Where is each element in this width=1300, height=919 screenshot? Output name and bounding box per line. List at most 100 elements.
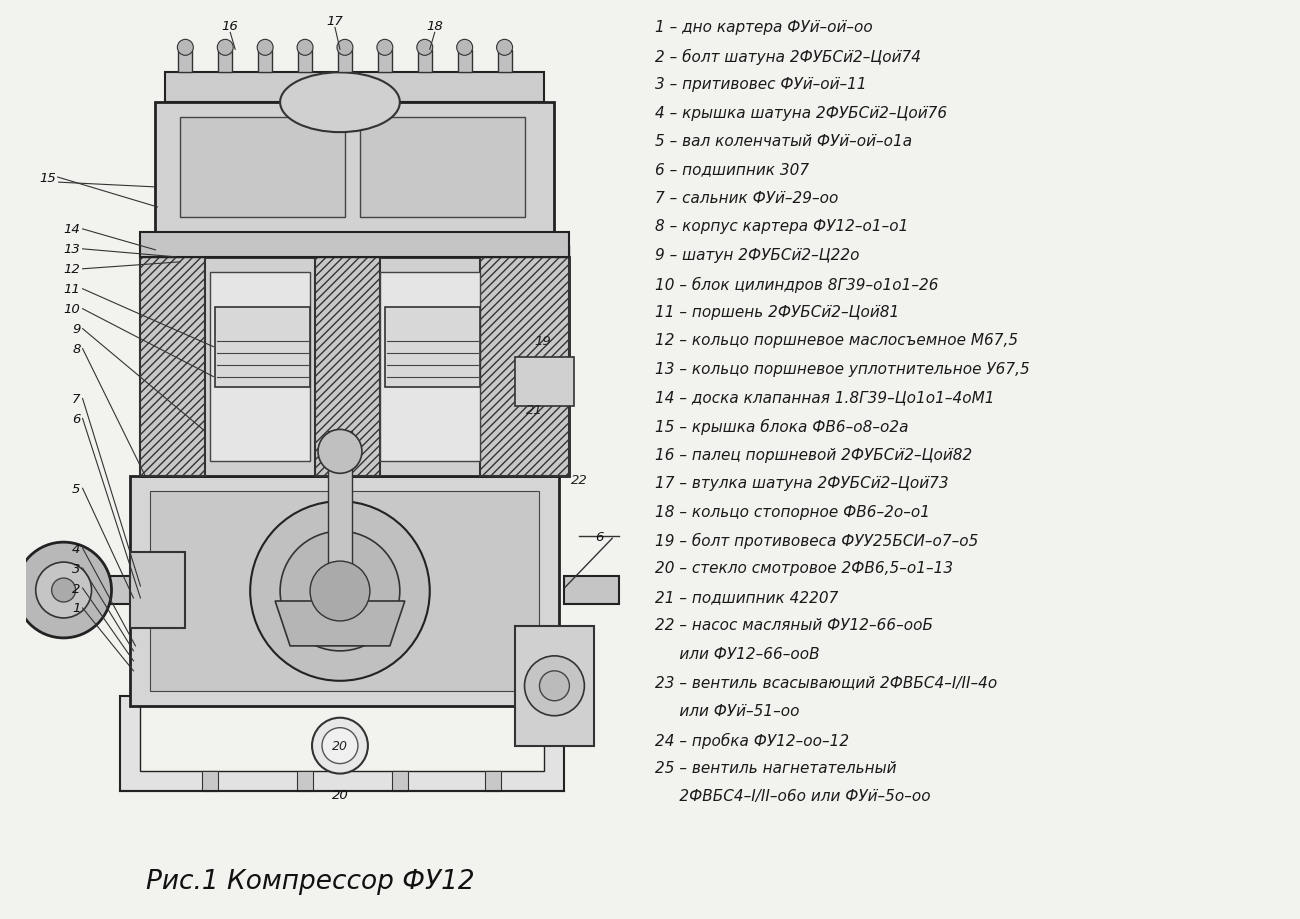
Circle shape <box>16 542 112 638</box>
Circle shape <box>377 40 393 56</box>
Circle shape <box>322 728 358 764</box>
Text: 8: 8 <box>73 343 81 356</box>
Text: 10 – блок цилиндров 8Г39–о1о1–26: 10 – блок цилиндров 8Г39–о1о1–26 <box>655 277 939 292</box>
Bar <box>151 492 540 691</box>
Bar <box>515 357 575 407</box>
Bar <box>140 245 569 257</box>
Ellipse shape <box>280 74 400 133</box>
Bar <box>360 118 524 218</box>
Circle shape <box>257 40 273 56</box>
Bar <box>480 257 569 477</box>
Bar <box>156 103 554 233</box>
Circle shape <box>280 531 400 652</box>
Text: 22 – насос масляный ФУ12–66–ооБ: 22 – насос масляный ФУ12–66–ооБ <box>655 618 933 633</box>
Bar <box>417 51 432 74</box>
Text: 12 – кольцо поршневое маслосъемное М67,5: 12 – кольцо поршневое маслосъемное М67,5 <box>655 333 1018 348</box>
Circle shape <box>456 40 473 56</box>
Bar <box>218 51 233 74</box>
Text: 15: 15 <box>39 171 56 185</box>
Bar <box>165 74 545 103</box>
Text: 4 – крышка шатуна 2ФУБСӥ2–Цоӥ76: 4 – крышка шатуна 2ФУБСӥ2–Цоӥ76 <box>655 106 948 120</box>
Bar <box>485 771 500 790</box>
Circle shape <box>312 718 368 774</box>
Text: 6: 6 <box>73 413 81 425</box>
Bar <box>134 557 181 624</box>
Bar <box>378 51 391 74</box>
Bar <box>181 118 344 218</box>
Circle shape <box>337 40 352 56</box>
Bar <box>121 696 564 790</box>
Text: 12: 12 <box>64 263 81 276</box>
Bar <box>515 626 594 746</box>
Bar <box>216 307 309 387</box>
Text: 4: 4 <box>73 542 81 555</box>
Bar <box>130 552 186 629</box>
Text: 15 – крышка блока ФВ6–о8–о2а: 15 – крышка блока ФВ6–о8–о2а <box>655 418 909 435</box>
Text: 14 – доска клапанная 1.8Г39–Цо1о1–4оМ1: 14 – доска клапанная 1.8Г39–Цо1о1–4оМ1 <box>655 390 994 405</box>
Text: 1: 1 <box>73 602 81 615</box>
Circle shape <box>318 430 361 474</box>
Bar <box>338 51 352 74</box>
Text: 5 – вал коленчатый ФУӥ–оӥ–о1а: 5 – вал коленчатый ФУӥ–оӥ–о1а <box>655 134 913 149</box>
Circle shape <box>52 578 75 602</box>
Bar <box>298 771 313 790</box>
Bar <box>130 477 559 706</box>
Bar <box>178 51 192 74</box>
Bar <box>498 51 511 74</box>
Text: 22: 22 <box>571 474 588 487</box>
Circle shape <box>250 502 430 681</box>
Text: 1 – дно картера ФУӥ–оӥ–оо: 1 – дно картера ФУӥ–оӥ–оо <box>655 20 872 35</box>
Text: 3 – притивовес ФУӥ–оӥ–11: 3 – притивовес ФУӥ–оӥ–11 <box>655 77 867 92</box>
Polygon shape <box>276 601 404 646</box>
Bar <box>564 576 619 605</box>
Text: 9: 9 <box>73 323 81 335</box>
Text: 21: 21 <box>526 404 543 417</box>
Text: 9 – шатун 2ФУБСӥ2–Ц22о: 9 – шатун 2ФУБСӥ2–Ц22о <box>655 248 859 263</box>
Text: 2 – болт шатуна 2ФУБСӥ2–Цоӥ74: 2 – болт шатуна 2ФУБСӥ2–Цоӥ74 <box>655 49 920 64</box>
Text: 20 – стекло смотровое 2ФВ6,5–о1–13: 20 – стекло смотровое 2ФВ6,5–о1–13 <box>655 561 953 576</box>
Bar <box>328 432 352 591</box>
Text: 16: 16 <box>222 20 239 33</box>
Text: 8 – корпус картера ФУ12–о1–о1: 8 – корпус картера ФУ12–о1–о1 <box>655 220 909 234</box>
Bar <box>315 257 380 477</box>
Text: 7: 7 <box>73 392 81 405</box>
Circle shape <box>524 656 585 716</box>
Bar <box>458 51 472 74</box>
Bar <box>385 307 480 387</box>
Text: 21 – подшипник 42207: 21 – подшипник 42207 <box>655 589 838 605</box>
Text: 24 – пробка ФУ12–оо–12: 24 – пробка ФУ12–оо–12 <box>655 732 849 748</box>
Text: 2: 2 <box>73 582 81 595</box>
Circle shape <box>309 562 370 621</box>
Bar <box>140 257 569 477</box>
Text: 5: 5 <box>73 482 81 495</box>
Circle shape <box>35 562 91 618</box>
Bar <box>259 51 272 74</box>
Text: 11 – поршень 2ФУБСӥ2–Цоӥ81: 11 – поршень 2ФУБСӥ2–Цоӥ81 <box>655 305 900 320</box>
Circle shape <box>497 40 512 56</box>
Text: 13 – кольцо поршневое уплотнительное У67,5: 13 – кольцо поршневое уплотнительное У67… <box>655 361 1030 377</box>
Bar <box>203 771 218 790</box>
Text: 10: 10 <box>64 303 81 316</box>
Circle shape <box>177 40 194 56</box>
Circle shape <box>217 40 233 56</box>
Text: 3: 3 <box>73 562 81 575</box>
Text: 20: 20 <box>332 788 348 800</box>
Text: 6: 6 <box>595 530 603 543</box>
Bar <box>140 257 205 477</box>
Text: 23 – вентиль всасывающий 2ФВБС4–I/II–4о: 23 – вентиль всасывающий 2ФВБС4–I/II–4о <box>655 675 997 690</box>
Text: 20: 20 <box>332 740 348 753</box>
Bar <box>298 51 312 74</box>
Bar <box>391 771 408 790</box>
Text: 13: 13 <box>64 244 81 256</box>
Bar <box>35 576 151 605</box>
Circle shape <box>298 40 313 56</box>
Text: 11: 11 <box>64 283 81 296</box>
Text: 2ФВБС4–I/II–о6о или ФУӥ–5о–оо: 2ФВБС4–I/II–о6о или ФУӥ–5о–оо <box>655 789 931 803</box>
Text: Рис.1 Компрессор ФУ12: Рис.1 Компрессор ФУ12 <box>146 868 474 894</box>
Text: 19 – болт противовеса ФУУ25БСИ–о7–о5: 19 – болт противовеса ФУУ25БСИ–о7–о5 <box>655 532 979 549</box>
Text: 16 – палец поршневой 2ФУБСӥ2–Цоӥ82: 16 – палец поршневой 2ФУБСӥ2–Цоӥ82 <box>655 447 972 462</box>
Text: 14: 14 <box>64 223 81 236</box>
Bar <box>140 701 545 771</box>
Circle shape <box>540 671 569 701</box>
Bar <box>380 273 480 462</box>
